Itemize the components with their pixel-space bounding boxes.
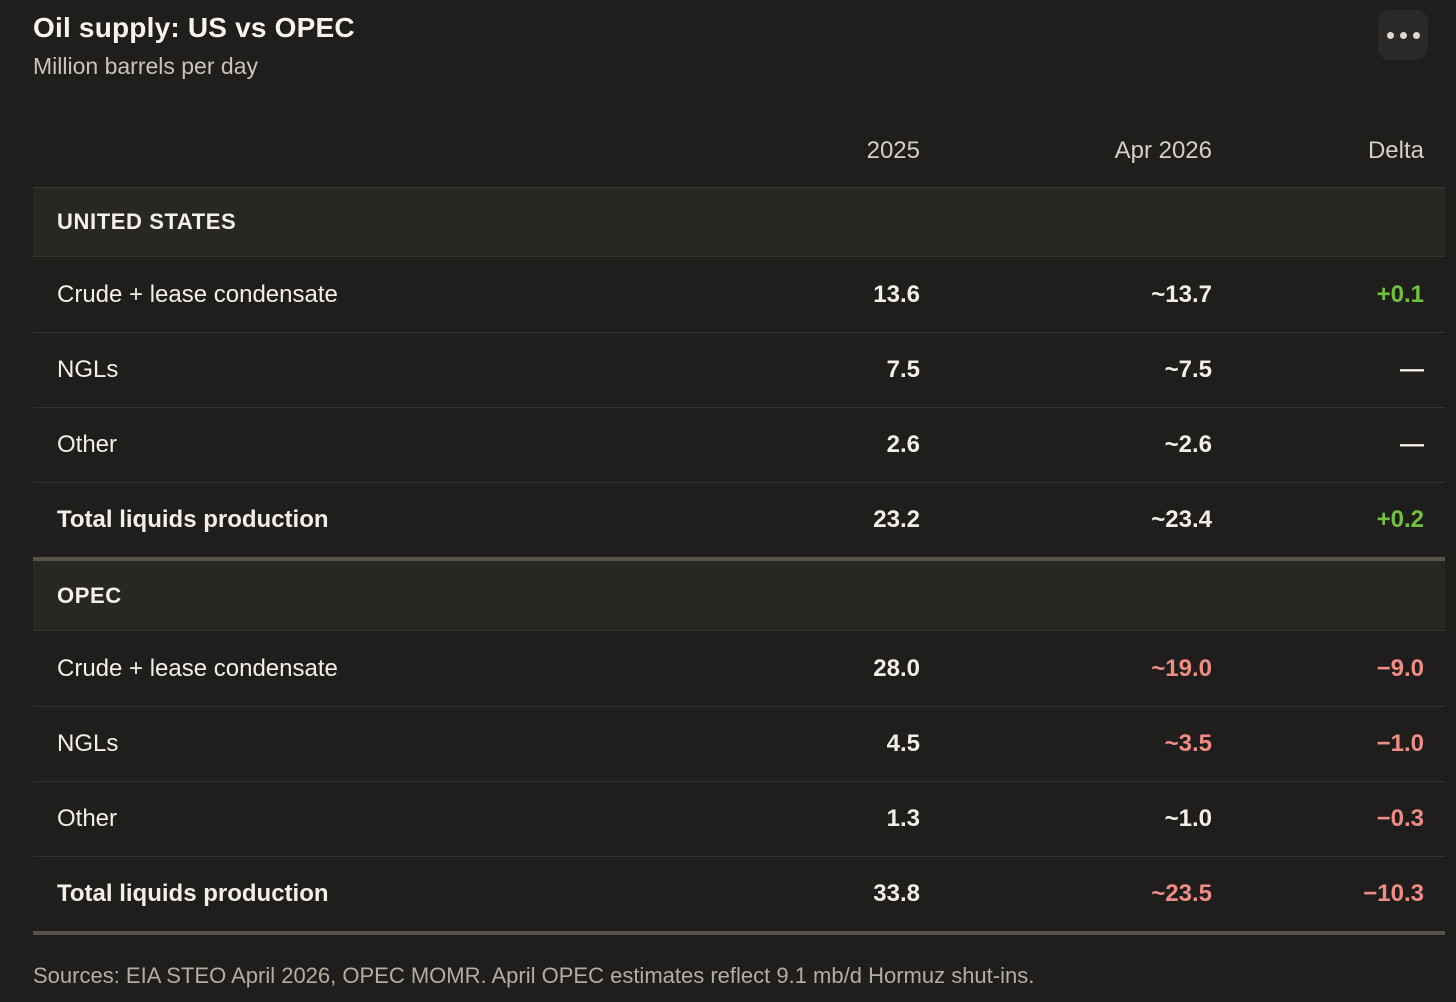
section-opec: OPEC Crude + lease condensate 28.0 ~19.0…	[33, 557, 1445, 931]
section-header-opec: OPEC	[33, 561, 1445, 631]
value-2025: 28.0	[873, 654, 920, 682]
ellipsis-icon	[1386, 31, 1394, 39]
options-menu-button[interactable]	[1378, 10, 1428, 60]
row-label: Crude + lease condensate	[57, 280, 338, 308]
table-row-total: Total liquids production 23.2 ~23.4 +0.2	[33, 482, 1445, 557]
source-note: Sources: EIA STEO April 2026, OPEC MOMR.…	[33, 963, 1035, 988]
table-row-total: Total liquids production 33.8 ~23.5 −10.…	[33, 856, 1445, 931]
value-2025: 23.2	[873, 506, 920, 533]
table-row: Other 2.6 ~2.6 —	[33, 407, 1445, 482]
value-delta: −1.0	[1376, 730, 1424, 757]
value-apr-2026: ~1.0	[1164, 805, 1212, 832]
value-2025: 2.6	[886, 431, 920, 458]
section-header-united-states: UNITED STATES	[33, 187, 1445, 257]
column-header-apr-2026: Apr 2026	[1114, 137, 1212, 164]
ellipsis-icon	[1399, 31, 1407, 39]
row-label: NGLs	[57, 356, 119, 383]
data-table: UNITED STATES Crude + lease condensate 1…	[33, 187, 1445, 935]
row-label: Total liquids production	[57, 506, 329, 533]
value-delta: −0.3	[1376, 805, 1424, 832]
page-subtitle: Million barrels per day	[33, 53, 258, 79]
value-apr-2026: ~3.5	[1164, 730, 1212, 757]
row-label: Total liquids production	[57, 880, 329, 907]
column-header-2025: 2025	[866, 137, 920, 164]
value-apr-2026: ~7.5	[1164, 356, 1212, 383]
table-row: Crude + lease condensate 28.0 ~19.0 −9.0	[33, 631, 1445, 706]
value-2025: 4.5	[886, 730, 920, 757]
value-apr-2026: ~19.0	[1151, 654, 1212, 682]
row-label: Other	[57, 805, 118, 832]
value-2025: 13.6	[873, 280, 920, 308]
table-row: Other 1.3 ~1.0 −0.3	[33, 781, 1445, 856]
value-delta: +0.1	[1376, 280, 1424, 308]
value-2025: 1.3	[886, 805, 920, 832]
row-label: Crude + lease condensate	[57, 654, 338, 682]
value-2025: 7.5	[886, 356, 920, 383]
table-row: NGLs 7.5 ~7.5 —	[33, 332, 1445, 407]
table-row: NGLs 4.5 ~3.5 −1.0	[33, 706, 1445, 781]
value-apr-2026: ~13.7	[1151, 280, 1212, 308]
value-delta: —	[1400, 431, 1424, 458]
section-united-states: UNITED STATES Crude + lease condensate 1…	[33, 187, 1445, 557]
table-row: Crude + lease condensate 13.6 ~13.7 +0.1	[33, 257, 1445, 332]
value-delta: −9.0	[1376, 654, 1424, 682]
value-apr-2026: ~2.6	[1164, 431, 1212, 458]
value-apr-2026: ~23.5	[1151, 880, 1212, 907]
page-title: Oil supply: US vs OPEC	[33, 12, 355, 43]
value-apr-2026: ~23.4	[1151, 506, 1212, 533]
column-headers: 2025 Apr 2026 Delta	[33, 137, 1445, 165]
value-delta: −10.3	[1363, 880, 1424, 907]
value-delta: +0.2	[1376, 506, 1424, 533]
row-label: NGLs	[57, 730, 119, 757]
ellipsis-icon	[1412, 31, 1420, 39]
row-label: Other	[57, 431, 118, 458]
column-header-delta: Delta	[1367, 137, 1424, 164]
value-2025: 33.8	[873, 880, 920, 907]
value-delta: —	[1400, 356, 1424, 383]
